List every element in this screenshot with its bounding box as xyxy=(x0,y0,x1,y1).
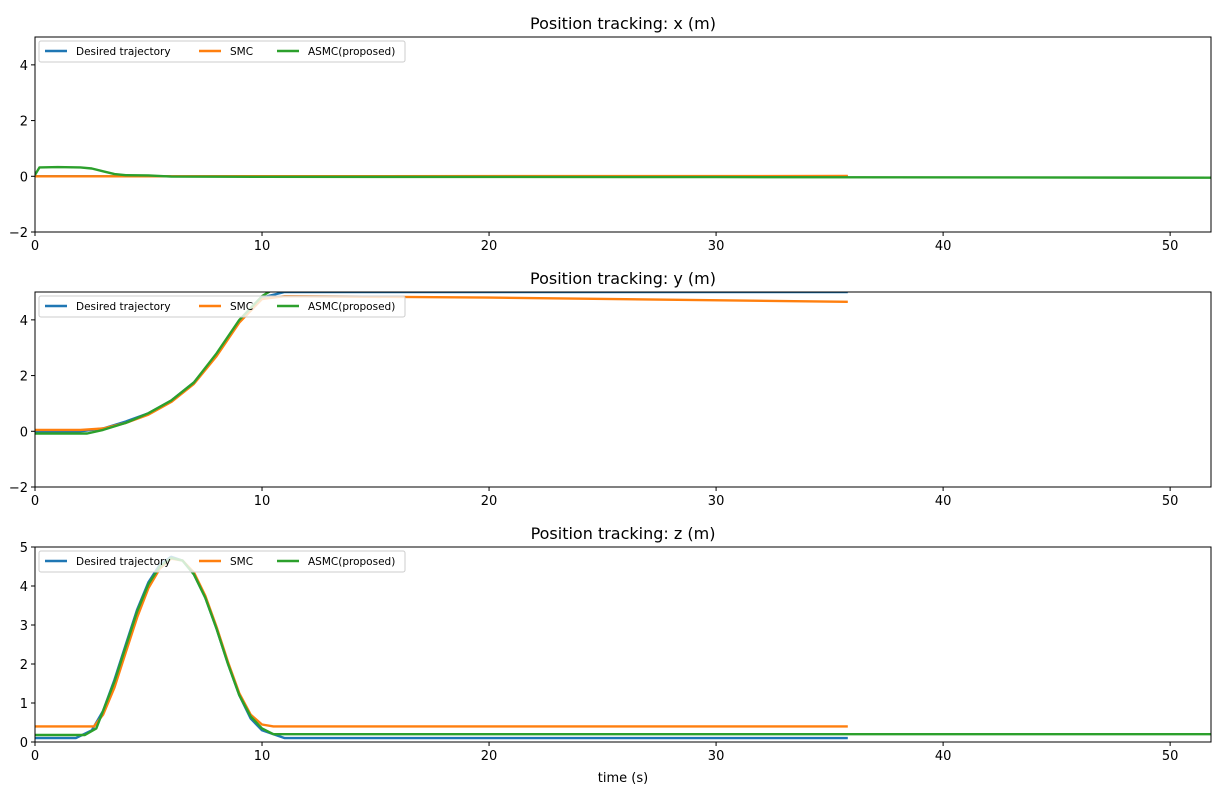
x-tick-label: 10 xyxy=(254,239,271,254)
y-tick-label: 3 xyxy=(20,619,28,634)
y-tick-label: 1 xyxy=(20,697,28,712)
legend: Desired trajectory SMC ASMC(proposed) xyxy=(38,295,406,318)
x-tick-label: 40 xyxy=(935,239,952,254)
legend-box xyxy=(38,295,406,318)
legend-label: SMC xyxy=(230,301,253,313)
x-tick-label: 10 xyxy=(254,494,271,509)
axes-frame xyxy=(34,546,1212,743)
legend-label: Desired trajectory xyxy=(76,46,171,58)
x-tick-label: 40 xyxy=(935,749,952,764)
x-tick-label: 20 xyxy=(481,494,498,509)
x-tick-label: 10 xyxy=(254,749,271,764)
y-tick-label: 4 xyxy=(20,580,28,595)
y-tick-label: 0 xyxy=(20,425,28,440)
y-tick-label: 5 xyxy=(20,541,28,556)
x-tick-label: 50 xyxy=(1162,494,1179,509)
x-tick-label: 20 xyxy=(481,749,498,764)
x-axis-label: time (s) xyxy=(598,771,648,786)
legend-label: ASMC(proposed) xyxy=(308,556,395,568)
x-tick-label: 50 xyxy=(1162,749,1179,764)
y-tick-label: 2 xyxy=(20,370,28,385)
x-tick-label: 0 xyxy=(31,239,39,254)
x-tick-label: 30 xyxy=(708,494,725,509)
legend-label: Desired trajectory xyxy=(76,301,171,313)
chart-title: Position tracking: x (m) xyxy=(530,14,716,33)
x-tick-label: 0 xyxy=(31,749,39,764)
y-tick-label: −2 xyxy=(9,481,28,496)
y-tick-label: 4 xyxy=(20,59,28,74)
x-tick-label: 30 xyxy=(708,749,725,764)
legend-box xyxy=(38,550,406,573)
series-line-1 xyxy=(35,555,848,740)
series-line-2 xyxy=(35,557,848,728)
y-tick-label: −2 xyxy=(9,226,28,241)
legend-box xyxy=(38,40,406,63)
y-tick-label: 2 xyxy=(20,115,28,130)
series-line-3 xyxy=(35,556,1211,737)
x-tick-label: 30 xyxy=(708,239,725,254)
legend-label: Desired trajectory xyxy=(76,556,171,568)
legend: Desired trajectory SMC ASMC(proposed) xyxy=(38,40,406,63)
x-tick-label: 50 xyxy=(1162,239,1179,254)
chart-title: Position tracking: z (m) xyxy=(531,524,716,543)
x-tick-label: 20 xyxy=(481,239,498,254)
legend-label: SMC xyxy=(230,46,253,58)
chart-panel-2: Position tracking: y (m)0 10 20 30 40 50−2024… xyxy=(9,269,1212,509)
legend-label: SMC xyxy=(230,556,253,568)
legend-label: ASMC(proposed) xyxy=(308,46,395,58)
y-tick-label: 2 xyxy=(20,658,28,673)
legend-label: ASMC(proposed) xyxy=(308,301,395,313)
y-tick-label: 4 xyxy=(20,314,28,329)
legend: Desired trajectory SMC ASMC(proposed) xyxy=(38,550,406,573)
chart-panel-1: Position tracking: x (m)0 10 20 30 40 50−2024… xyxy=(9,14,1212,254)
y-tick-label: 0 xyxy=(20,170,28,185)
series-line-3 xyxy=(35,165,1211,179)
x-tick-label: 40 xyxy=(935,494,952,509)
chart-panel-3: Position tracking: z (m) 0 10 20 30 40 50 0 1 2 3 4… xyxy=(20,524,1212,786)
axes-frame xyxy=(34,291,1212,488)
axes-frame xyxy=(34,36,1212,233)
y-tick-label: 0 xyxy=(20,736,28,751)
chart-title: Position tracking: y (m) xyxy=(530,269,716,288)
x-tick-label: 0 xyxy=(31,494,39,509)
